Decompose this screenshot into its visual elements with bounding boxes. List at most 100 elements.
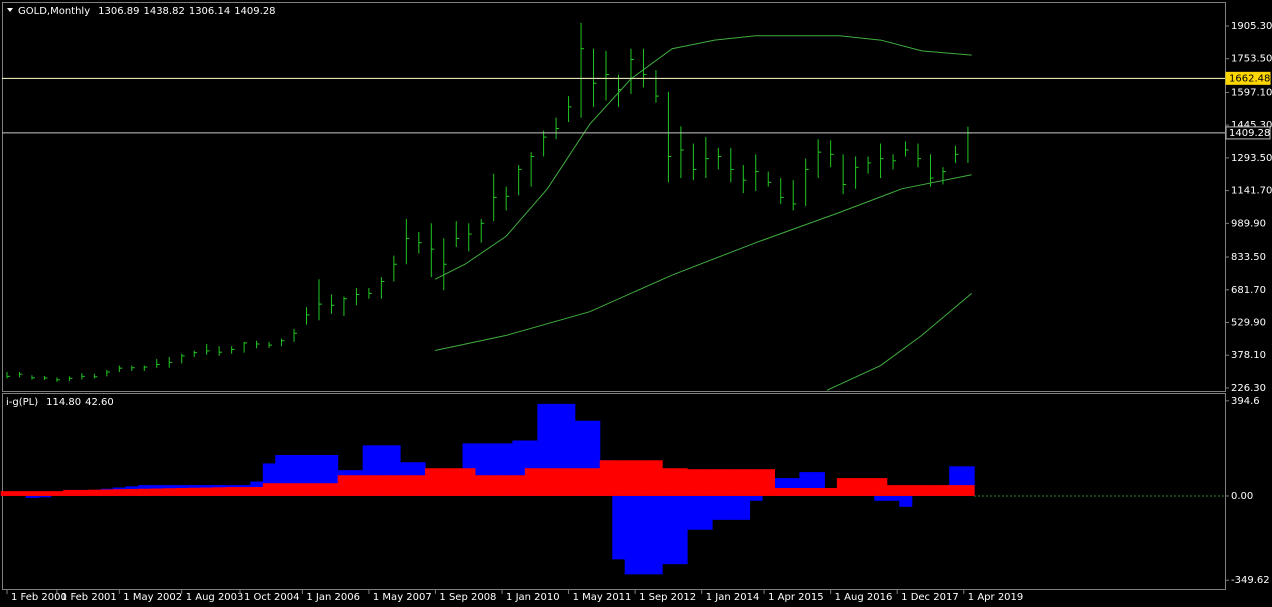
histogram-bar <box>762 469 775 496</box>
histogram-bar <box>237 487 251 496</box>
y-tick-label: 1293.50 <box>1231 153 1272 164</box>
histogram-bar <box>387 475 401 496</box>
histogram-bar <box>899 495 913 507</box>
histogram-bar <box>911 485 925 496</box>
histogram-bar <box>749 469 763 496</box>
histogram-bar <box>337 475 351 496</box>
x-tick-label: 1 Aug 2016 <box>835 592 893 603</box>
histogram-bar <box>549 468 563 496</box>
histogram-bar <box>749 495 763 501</box>
histogram-bar <box>649 460 663 496</box>
histogram-bar <box>574 468 588 496</box>
x-tick-label: 1 Aug 2003 <box>186 592 244 603</box>
x-tick-label: 1 Jan 2014 <box>706 592 760 603</box>
histogram-bar <box>649 495 663 575</box>
histogram-bar <box>275 483 289 496</box>
histogram-bar <box>425 468 439 496</box>
histogram-bar <box>38 491 52 496</box>
histogram-bar <box>824 488 838 496</box>
y-tick-label: 1905.30 <box>1231 21 1272 32</box>
histogram-bar <box>512 475 526 496</box>
header-value: 1438.82 <box>143 6 184 17</box>
y-tick-label: 1597.10 <box>1231 87 1272 98</box>
histogram-bar <box>250 487 264 496</box>
x-tick-label: 1 Jan 2010 <box>506 592 560 603</box>
price-tag <box>1225 126 1271 140</box>
histogram-bar <box>400 475 414 496</box>
histogram-bar <box>786 488 800 496</box>
header-value: 1306.89 <box>98 6 139 17</box>
x-tick-label: 1 Jan 2006 <box>306 592 360 603</box>
y-tick-label: 226.30 <box>1231 383 1266 394</box>
histogram-bar <box>474 475 488 496</box>
histogram-bar <box>874 478 888 496</box>
moving-average <box>434 174 972 351</box>
histogram-bar <box>899 485 913 496</box>
histogram-bar <box>874 495 888 501</box>
x-tick-label: 1 Oct 2004 <box>244 592 299 603</box>
y-tick-label: 529.90 <box>1231 317 1266 328</box>
histogram-bar <box>450 468 463 496</box>
histogram-bar <box>924 485 938 496</box>
histogram-bar <box>150 488 164 496</box>
histogram-bar <box>737 495 751 520</box>
histogram-bar <box>50 491 64 496</box>
price-tag-label: 1409.28 <box>1229 128 1270 139</box>
histogram-bar <box>712 495 726 520</box>
histogram-bar <box>487 475 501 496</box>
y-tick-label: 1753.50 <box>1231 54 1272 65</box>
header-value: 114.80 <box>46 397 81 408</box>
x-tick-label: 1 Sep 2012 <box>639 592 696 603</box>
price-tag <box>1225 71 1271 85</box>
histogram-bar <box>524 468 538 496</box>
histogram-bar <box>25 491 39 496</box>
histogram-bar <box>624 495 638 575</box>
x-tick-label: 1 Sep 2008 <box>439 592 496 603</box>
histogram-bar <box>375 475 389 496</box>
histogram-bar <box>499 475 513 496</box>
histogram-bar <box>724 469 738 496</box>
x-tick-label: 1 Feb 2000 <box>11 592 67 603</box>
histogram-bar <box>799 488 813 496</box>
histogram-bar <box>612 460 626 496</box>
x-tick-label: 1 Dec 2017 <box>901 592 959 603</box>
histogram-bar <box>350 475 364 496</box>
x-tick-label: 1 May 2007 <box>373 592 432 603</box>
histogram-bar <box>225 487 239 496</box>
x-tick-label: 1 Apr 2019 <box>968 592 1023 603</box>
histogram-bar <box>637 495 651 575</box>
x-tick-label: 1 Apr 2015 <box>768 592 823 603</box>
histogram-bar <box>674 468 688 496</box>
histogram-bar <box>63 489 77 496</box>
y-tick-label: 394.6 <box>1231 396 1260 407</box>
histogram-bar <box>362 475 376 496</box>
y-tick-label: 989.90 <box>1231 218 1266 229</box>
histogram-bar <box>287 483 301 496</box>
histogram-bar <box>886 495 900 501</box>
histogram-bar <box>38 495 52 498</box>
histogram-bar <box>774 488 788 496</box>
histogram-bar <box>599 460 613 496</box>
histogram-bar <box>861 478 875 496</box>
histogram-bar <box>949 485 963 496</box>
histogram-bar <box>462 468 476 496</box>
histogram-bar <box>88 489 102 496</box>
header-value: 42.60 <box>85 397 114 408</box>
price-tag-label: 1662.48 <box>1229 73 1270 84</box>
histogram-bar <box>13 491 27 496</box>
histogram-bar <box>961 485 975 496</box>
histogram-bar <box>612 495 626 560</box>
histogram-bar <box>325 483 339 496</box>
histogram-bar <box>886 485 900 496</box>
histogram-bar <box>412 475 426 496</box>
histogram-bar <box>936 485 950 496</box>
histogram-bar <box>175 488 189 496</box>
price-panel <box>2 2 1226 392</box>
y-tick-label: 833.50 <box>1231 252 1266 263</box>
histogram-bar <box>687 469 701 496</box>
histogram-bar <box>674 495 688 565</box>
histogram-bar <box>162 488 176 496</box>
histogram-bar <box>113 489 127 496</box>
